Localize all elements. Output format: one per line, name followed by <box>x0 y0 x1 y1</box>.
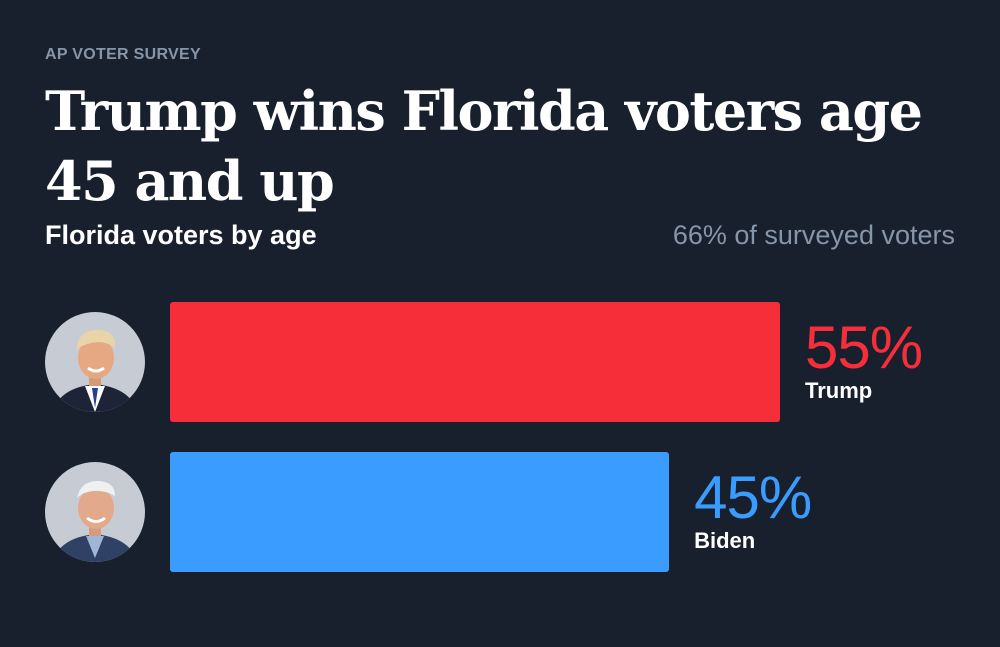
sample-note: 66% of surveyed voters <box>672 220 955 250</box>
series-name-biden: Biden <box>694 528 756 553</box>
kicker: AP VOTER SURVEY <box>45 46 201 63</box>
chart-title: Trump wins Florida voters age 45 and up <box>45 79 923 213</box>
bar-biden <box>170 452 670 572</box>
chart-subtitle: Florida voters by age <box>45 220 317 250</box>
bar-trump <box>170 302 780 422</box>
value-label-biden: 45% <box>694 464 812 531</box>
value-label-trump: 55% <box>805 314 923 381</box>
trump-avatar-icon <box>45 312 145 412</box>
series-name-trump: Trump <box>805 378 873 403</box>
biden-avatar-icon <box>45 462 145 562</box>
